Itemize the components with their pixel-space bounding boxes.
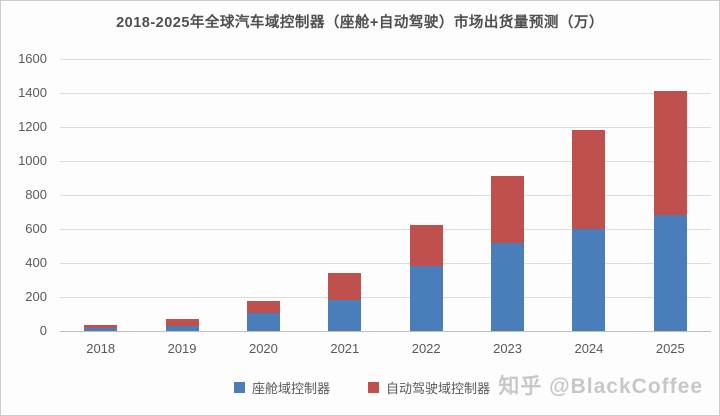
x-tick-label-2024: 2024 xyxy=(574,341,604,356)
legend-label: 自动驾驶域控制器 xyxy=(386,381,491,396)
bar-segment-cockpit-2023 xyxy=(491,243,525,331)
x-tick-label-2020: 2020 xyxy=(248,341,278,356)
y-tick-label-0: 0 xyxy=(39,323,47,338)
bar-segment-autonomous-2025 xyxy=(653,91,687,216)
bar-segment-autonomous-2019 xyxy=(165,319,199,326)
x-tick-label-2019: 2019 xyxy=(167,341,197,356)
y-tick-label-400: 400 xyxy=(25,255,47,270)
bar-segment-cockpit-2025 xyxy=(653,215,687,331)
y-tick-label-1200: 1200 xyxy=(18,119,47,134)
y-tick-label-1000: 1000 xyxy=(18,153,47,168)
legend-swatch-icon xyxy=(368,382,380,393)
bar-segment-cockpit-2024 xyxy=(572,229,606,331)
x-tick-label-2022: 2022 xyxy=(411,341,441,356)
legend-swatch-icon xyxy=(234,382,245,393)
gridline-200 xyxy=(60,297,711,298)
gridline-1000 xyxy=(60,161,711,162)
bar-segment-autonomous-2024 xyxy=(572,130,606,229)
legend-label: 座舱域控制器 xyxy=(252,381,331,396)
bar-segment-autonomous-2021 xyxy=(328,273,362,300)
x-tick-label-2018: 2018 xyxy=(86,341,116,356)
y-tick-label-1400: 1400 xyxy=(18,85,47,100)
bar-segment-cockpit-2022 xyxy=(409,265,443,331)
legend-item-cockpit: 座舱域控制器 xyxy=(234,378,330,397)
bar-segment-autonomous-2018 xyxy=(84,325,118,329)
gridline-1200 xyxy=(60,127,711,128)
y-tick-label-600: 600 xyxy=(25,221,47,236)
bar-segment-autonomous-2022 xyxy=(409,224,443,266)
bar-segment-cockpit-2018 xyxy=(84,328,118,331)
chart-title: 2018-2025年全球汽车域控制器（座舱+自动驾驶）市场出货量预测（万） xyxy=(116,15,604,31)
watermark: 知乎 @BlackCoffee xyxy=(498,375,703,398)
bar-segment-autonomous-2020 xyxy=(246,301,280,314)
y-tick-label-800: 800 xyxy=(25,187,47,202)
y-tick-label-200: 200 xyxy=(25,289,47,304)
x-axis-line xyxy=(60,331,711,332)
bar-segment-cockpit-2019 xyxy=(165,325,199,331)
x-tick-label-2023: 2023 xyxy=(493,341,523,356)
y-tick-label-1600: 1600 xyxy=(18,51,47,66)
x-tick-label-2021: 2021 xyxy=(330,341,360,356)
bar-segment-cockpit-2020 xyxy=(246,313,280,331)
legend: 座舱域控制器 自动驾驶域控制器 xyxy=(234,378,490,397)
bar-segment-cockpit-2021 xyxy=(328,299,362,331)
legend-item-autonomous: 自动驾驶域控制器 xyxy=(368,378,490,397)
gridline-400 xyxy=(60,263,711,264)
gridline-800 xyxy=(60,195,711,196)
gridline-1600 xyxy=(60,59,711,60)
gridline-1400 xyxy=(60,93,711,94)
bar-segment-autonomous-2023 xyxy=(491,176,525,244)
gridline-600 xyxy=(60,229,711,230)
x-tick-label-2025: 2025 xyxy=(655,341,685,356)
